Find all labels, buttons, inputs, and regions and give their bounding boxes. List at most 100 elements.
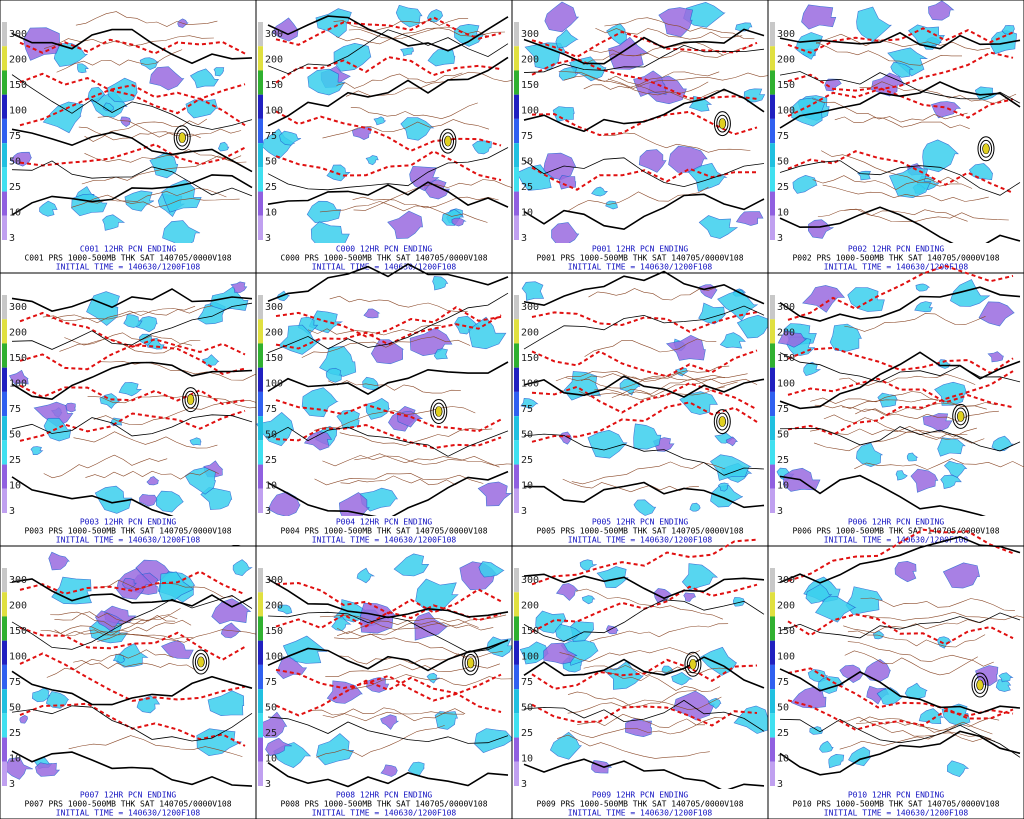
footer-background — [769, 243, 1023, 272]
colorbar-segment — [2, 664, 7, 690]
precip-area — [990, 30, 1017, 55]
precip-area — [856, 6, 892, 43]
low-contour — [971, 672, 989, 698]
precip-area — [453, 23, 485, 47]
precip-area — [801, 4, 837, 30]
precip-area — [688, 95, 713, 112]
pressure-contour — [267, 56, 509, 127]
colorbar-label: 200 — [521, 328, 539, 339]
precip-area — [94, 485, 132, 514]
colorbar-label: 25 — [265, 182, 277, 193]
colorbar-label: 50 — [9, 157, 21, 168]
colorbar-segment — [2, 295, 7, 320]
precip-area — [279, 130, 302, 146]
colorbar-segment — [770, 367, 775, 392]
border-line — [87, 395, 263, 409]
colorbar-label: 75 — [265, 677, 277, 688]
map-panel: 300 200 150 100 75 50 25 10 3 P009 12HR PCN ENDIN… — [511, 538, 772, 819]
precip-area — [39, 200, 58, 217]
precip-area — [943, 460, 968, 478]
pressure-contour — [523, 44, 765, 73]
thickness-contour — [19, 626, 246, 661]
colorbar-segment — [258, 391, 263, 417]
precip-area — [995, 679, 1012, 692]
precip-area — [521, 281, 545, 301]
border-line — [603, 132, 751, 153]
low-contour — [462, 650, 480, 676]
precip-area — [895, 470, 908, 481]
border-line — [71, 194, 240, 208]
border-line — [322, 455, 500, 468]
pressure-contour — [11, 595, 253, 650]
colorbar-segment — [514, 664, 519, 690]
precip-area — [937, 437, 966, 457]
pressure-contour — [523, 375, 765, 398]
precip-area — [196, 728, 242, 757]
precip-area — [863, 658, 891, 682]
colorbar-label: 25 — [777, 182, 789, 193]
precip-area — [555, 623, 583, 642]
initial-time: INITIAL TIME = 140630/1200F108 — [312, 809, 457, 818]
border-line — [335, 26, 489, 45]
thickness-contour — [19, 384, 246, 406]
low-contour — [182, 387, 200, 413]
thickness-contour — [531, 311, 758, 333]
colorbar-segment — [770, 689, 775, 714]
colorbar-segment — [514, 640, 519, 665]
precip-area — [297, 316, 319, 335]
colorbar-segment — [258, 488, 263, 513]
border-line — [322, 707, 466, 722]
precip-area — [633, 499, 657, 516]
thickness-contour — [275, 110, 502, 152]
border-line — [816, 41, 962, 66]
precip-area — [161, 639, 194, 659]
border-line — [816, 33, 990, 51]
colorbar-segment — [514, 440, 519, 465]
colorbar-label: 150 — [9, 80, 27, 91]
pressure-contour — [267, 181, 509, 208]
precip-area — [184, 467, 216, 495]
precip-area — [777, 330, 808, 348]
border-line — [578, 381, 738, 399]
colorbar-label: 100 — [521, 106, 539, 117]
border-line — [81, 155, 242, 185]
colorbar-label: 10 — [9, 754, 21, 765]
precip-area — [922, 139, 959, 173]
thickness-contour — [787, 51, 1014, 118]
colorbar-label: 3 — [265, 233, 271, 244]
colorbar-segment — [2, 191, 7, 216]
precip-area — [315, 8, 352, 38]
precip-area — [687, 162, 728, 192]
colorbar-segment — [770, 118, 775, 144]
colorbar-segment — [2, 22, 7, 47]
footer-background — [769, 516, 1023, 545]
precip-area — [520, 397, 539, 410]
panel-title: P010 12HR PCN ENDING — [848, 791, 945, 800]
pressure-contour — [11, 705, 253, 742]
thickness-contour — [531, 57, 758, 100]
low-contour — [713, 111, 731, 137]
precip-area — [928, 0, 955, 21]
border-line — [346, 674, 513, 691]
precip-area — [400, 117, 435, 141]
thickness-contour — [531, 401, 758, 443]
border-line — [353, 179, 519, 211]
colorbar-label: 300 — [521, 575, 539, 586]
precip-area — [102, 214, 126, 231]
precip-area — [217, 141, 230, 152]
thickness-contour — [531, 349, 758, 378]
colorbar-label: 300 — [777, 29, 795, 40]
border-line — [350, 102, 478, 120]
precip-area — [689, 502, 701, 512]
precip-area — [35, 762, 61, 777]
pressure-contour — [267, 15, 509, 52]
precip-area — [426, 672, 441, 684]
precip-area — [149, 66, 185, 91]
thickness-contour — [787, 528, 1014, 582]
border-line — [54, 611, 178, 625]
precip-area — [681, 563, 719, 591]
thickness-contour — [275, 581, 502, 615]
colorbar-segment — [258, 118, 263, 144]
colorbar-label: 150 — [777, 626, 795, 637]
